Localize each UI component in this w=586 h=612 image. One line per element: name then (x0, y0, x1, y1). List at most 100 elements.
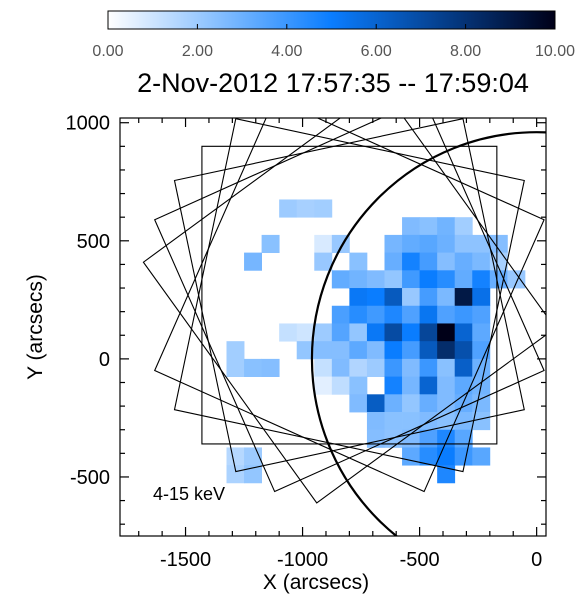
heatmap-pixel (402, 447, 420, 466)
x-tick-label: -500 (400, 549, 440, 571)
heatmap-pixel (402, 429, 420, 448)
x-tick-label: -1000 (277, 549, 328, 571)
heatmap-pixel (454, 447, 473, 466)
heatmap-pixel (349, 270, 368, 289)
chart-title: 2-Nov-2012 17:57:35 -- 17:59:04 (137, 68, 529, 98)
heatmap-pixel (331, 270, 350, 289)
heatmap-pixel (402, 341, 420, 360)
heatmap-pixel (244, 465, 262, 484)
heatmap-pixel (261, 234, 280, 254)
heatmap-pixel (261, 358, 280, 377)
colorbar-tick-label: 0.00 (92, 43, 123, 60)
colorbar-tick-label: 8.00 (450, 43, 481, 60)
heatmap-pixel (402, 358, 420, 377)
heatmap-pixel (402, 323, 420, 342)
heatmap-pixel (419, 358, 438, 377)
heatmap-pixel (349, 358, 368, 377)
y-axis-label: Y (arcsecs) (24, 274, 47, 380)
heatmap-pixel (437, 341, 456, 360)
x-tick-label: 0 (531, 549, 542, 571)
solar-limb (310, 131, 546, 536)
heatmap-pixel (366, 341, 385, 360)
heatmap-pixel (419, 288, 438, 307)
heatmap-pixel (384, 305, 403, 324)
heatmap-pixel (279, 323, 298, 342)
y-tick-label: 1000 (66, 113, 111, 135)
heatmap-pixel (402, 270, 420, 289)
heatmap-pixel (331, 323, 350, 342)
heatmap-pixel (472, 305, 491, 324)
x-tick-labels: -1500 -1000 -500 0 (160, 549, 542, 571)
heatmap-pixel (226, 447, 245, 466)
heatmap-pixel (402, 394, 420, 413)
energy-band-annotation: 4-15 keV (153, 484, 225, 504)
fov-box (173, 118, 525, 473)
x-axis-label: X (arcsecs) (263, 571, 369, 594)
heatmap-pixel (437, 305, 456, 324)
heatmap-pixel (472, 252, 491, 271)
heatmap-pixel (437, 358, 456, 377)
heatmap-pixel (331, 358, 350, 377)
fov-box (142, 118, 546, 504)
heatmap-pixel (314, 252, 333, 271)
heatmap-pixel (331, 305, 350, 324)
heatmap-pixel (472, 323, 491, 342)
colorbar-tick-label: 2.00 (182, 43, 213, 60)
heatmap-pixel (384, 252, 403, 271)
colorbar-tick-label: 4.00 (271, 43, 302, 60)
heatmap-pixel (314, 341, 333, 360)
heatmap-pixel (454, 323, 473, 342)
heatmap-pixel (472, 447, 491, 466)
heatmap-pixel (384, 288, 403, 307)
heatmap-pixel (472, 270, 491, 289)
heatmap-pixel (419, 376, 438, 395)
heatmap-pixel (489, 270, 508, 289)
heatmap-pixel (437, 252, 456, 271)
heatmap-pixel (296, 341, 315, 360)
heatmap-pixel (437, 270, 456, 289)
colorbar-ticks (107, 24, 556, 29)
heatmap-pixel (349, 305, 368, 324)
heatmap-pixel (472, 394, 491, 413)
heatmap-pixel (472, 288, 491, 307)
plot-frame (119, 117, 547, 537)
heatmap-pixel (437, 376, 456, 395)
heatmap-pixel (437, 234, 456, 254)
heatmap-pixel (384, 234, 403, 254)
heatmap-pixel (366, 270, 385, 289)
heatmap-pixel (384, 394, 403, 413)
heatmap-pixels (226, 199, 526, 484)
heatmap-pixel (402, 412, 420, 431)
heatmap-pixel (366, 412, 385, 431)
heatmap-pixel (454, 217, 473, 236)
heatmap-pixel (419, 447, 438, 466)
heatmap-pixel (366, 288, 385, 307)
heatmap-pixel (472, 412, 491, 431)
heatmap-pixel (349, 288, 368, 307)
heatmap-pixel (226, 341, 245, 360)
colorbar: 0.00 2.00 4.00 6.00 8.00 10.00 (92, 10, 575, 60)
heatmap-pixel (454, 288, 473, 307)
heatmap-pixel (366, 394, 385, 413)
heatmap-pixel (366, 429, 385, 448)
heatmap-pixel (419, 252, 438, 271)
x-tick-label: -1500 (160, 549, 211, 571)
heatmap-pixel (402, 252, 420, 271)
fov-box (173, 118, 525, 473)
heatmap-pixel (454, 341, 473, 360)
heatmap-pixel (437, 394, 456, 413)
heatmap-pixel (472, 341, 491, 360)
heatmap-pixel (226, 358, 245, 377)
heatmap-pixel (314, 323, 333, 342)
heatmap-pixel (331, 341, 350, 360)
y-tick-label: -500 (70, 467, 110, 489)
heatmap-pixel (384, 412, 403, 431)
heatmap-pixel (384, 358, 403, 377)
heatmap-pixel (349, 394, 368, 413)
heatmap-pixel (419, 305, 438, 324)
heatmap-pixel (419, 341, 438, 360)
heatmap-pixel (384, 323, 403, 342)
heatmap-pixel (244, 358, 262, 377)
heatmap-pixel (296, 323, 315, 342)
